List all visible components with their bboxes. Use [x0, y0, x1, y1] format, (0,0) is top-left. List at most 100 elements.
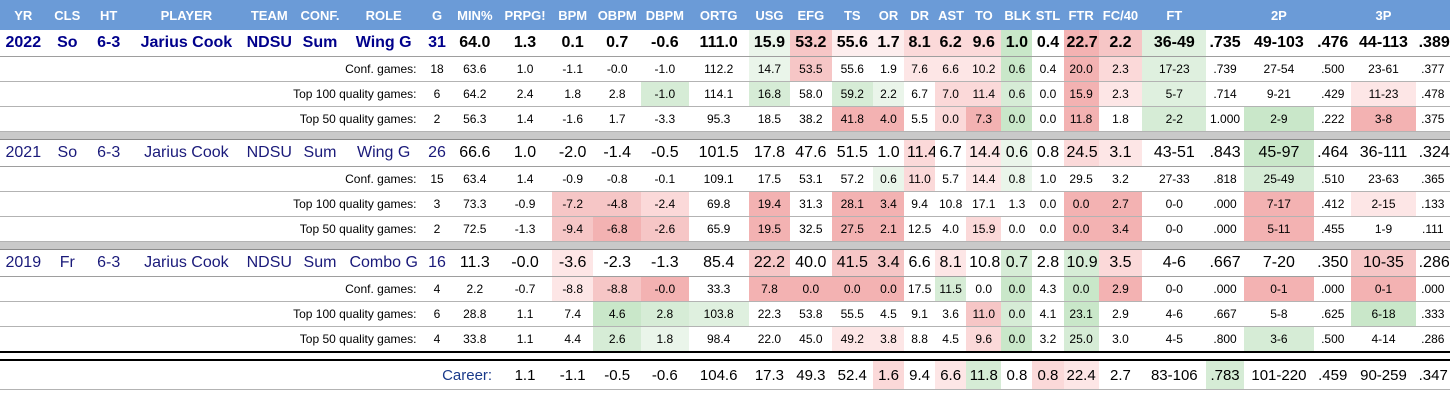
column-header[interactable]: YR — [0, 0, 47, 30]
stat-cell: 83-106 — [1142, 360, 1207, 390]
stat-cell: 49-103 — [1243, 30, 1315, 57]
player-role: Combo G — [344, 249, 423, 277]
column-header[interactable]: PLAYER — [129, 0, 244, 30]
stat-cell: 11.5 — [935, 276, 967, 302]
column-header[interactable]: STL — [1032, 0, 1064, 30]
stat-cell: 23-61 — [1351, 56, 1416, 82]
stat-cell: 38.2 — [790, 106, 832, 132]
column-header[interactable]: CONF. — [295, 0, 345, 30]
stat-cell: -0.7 — [498, 276, 552, 302]
team-link[interactable]: NDSU — [243, 30, 296, 57]
column-header[interactable]: HT — [88, 0, 130, 30]
column-header[interactable] — [1415, 0, 1450, 30]
column-header[interactable]: FTR — [1063, 0, 1099, 30]
column-header[interactable]: TO — [966, 0, 1002, 30]
stat-cell: 6 — [422, 81, 452, 107]
stat-cell: 51.5 — [831, 139, 873, 167]
season-divider — [0, 351, 1450, 361]
stat-cell: 3-6 — [1243, 326, 1315, 353]
stat-cell: 103.8 — [688, 301, 749, 327]
team-link[interactable]: NDSU — [243, 139, 296, 167]
stat-cell: 0.0 — [1032, 81, 1064, 107]
column-header[interactable]: USG — [748, 0, 791, 30]
column-header[interactable]: AST — [935, 0, 967, 30]
column-header[interactable]: TS — [831, 0, 873, 30]
stat-cell: 19.4 — [748, 191, 791, 217]
stat-cell: -1.0 — [641, 56, 689, 82]
stat-cell: .375 — [1415, 106, 1450, 132]
stat-cell: 2.1 — [872, 216, 905, 242]
stat-cell: 4 — [422, 276, 452, 302]
stat-cell: 90-259 — [1351, 360, 1416, 390]
stat-cell: 101-220 — [1243, 360, 1315, 390]
split-label: Top 100 quality games: — [0, 301, 423, 327]
column-header[interactable]: MIN% — [451, 0, 499, 30]
stat-cell: .000 — [1206, 216, 1244, 242]
stat-cell: 28.8 — [451, 301, 499, 327]
stat-cell: -2.3 — [593, 249, 642, 277]
stat-cell: 17.5 — [748, 166, 791, 192]
stat-cell: 98.4 — [688, 326, 749, 353]
stat-cell: .365 — [1415, 166, 1450, 192]
stat-cell: 0.0 — [1032, 191, 1064, 217]
stat-cell: .843 — [1206, 139, 1244, 167]
stat-cell: 31 — [422, 30, 452, 57]
stat-cell: 4 — [422, 326, 452, 353]
column-header[interactable]: DBPM — [641, 0, 689, 30]
player-name-link[interactable]: Jarius Cook — [129, 249, 244, 277]
player-stats-table: YR CLS HT PLAYER TEAM CONF. ROLE G MIN% PRPG! BPM O… — [0, 0, 1450, 390]
split-row: Conf. games: 15 63.4 1.4 -0.9 -0.8 -0.1 109.1 17… — [0, 166, 1450, 192]
column-header[interactable]: FC/40 — [1098, 0, 1143, 30]
stat-cell: .412 — [1314, 191, 1352, 217]
stat-cell: 11-23 — [1351, 81, 1416, 107]
stat-cell: 0.4 — [1032, 56, 1064, 82]
stat-cell: 40.0 — [790, 249, 832, 277]
stat-cell: .500 — [1314, 326, 1352, 353]
column-header[interactable]: PRPG! — [498, 0, 552, 30]
column-header[interactable]: CLS — [46, 0, 89, 30]
season-year: 2021 — [0, 139, 47, 167]
column-header[interactable]: FT — [1142, 0, 1207, 30]
stat-cell: 1-9 — [1351, 216, 1416, 242]
player-name-link[interactable]: Jarius Cook — [129, 30, 244, 57]
stat-cell: 11.8 — [966, 360, 1002, 390]
stat-cell: 1.8 — [1098, 106, 1143, 132]
column-header[interactable]: BPM — [551, 0, 594, 30]
column-header[interactable]: OBPM — [593, 0, 642, 30]
stat-cell: 11.0 — [904, 166, 936, 192]
column-header[interactable]: ROLE — [344, 0, 423, 30]
stat-cell: 0-0 — [1142, 216, 1207, 242]
stat-cell: 4-14 — [1351, 326, 1416, 353]
player-name-link[interactable]: Jarius Cook — [129, 139, 244, 167]
stat-cell: 2.7 — [1098, 360, 1143, 390]
stat-cell: 16.8 — [748, 81, 791, 107]
stat-cell: 3-8 — [1351, 106, 1416, 132]
stat-cell: 2 — [422, 106, 452, 132]
column-header[interactable]: G — [422, 0, 452, 30]
column-header[interactable]: 2P — [1243, 0, 1315, 30]
column-header[interactable]: BLK — [1001, 0, 1033, 30]
team-link[interactable]: NDSU — [243, 249, 296, 277]
column-header[interactable] — [1314, 0, 1352, 30]
stat-cell: 0-0 — [1142, 276, 1207, 302]
stat-cell: 14.7 — [748, 56, 791, 82]
stat-cell: 2.9 — [1098, 276, 1143, 302]
column-header[interactable]: TEAM — [243, 0, 296, 30]
stat-cell: 1.1 — [498, 360, 552, 390]
stat-cell: -0.6 — [641, 30, 689, 57]
stat-cell: 1.4 — [498, 106, 552, 132]
column-header[interactable]: EFG — [790, 0, 832, 30]
stat-cell: 53.2 — [790, 30, 832, 57]
column-header[interactable]: DR — [904, 0, 936, 30]
column-header[interactable]: OR — [872, 0, 905, 30]
column-header[interactable]: ORTG — [688, 0, 749, 30]
stat-cell: 9.6 — [966, 30, 1002, 57]
stat-cell: 1.9 — [872, 56, 905, 82]
stat-cell: 59.2 — [831, 81, 873, 107]
stat-cell: 111.0 — [688, 30, 749, 57]
stat-cell: .800 — [1206, 326, 1244, 353]
column-header[interactable]: 3P — [1351, 0, 1416, 30]
stat-cell: 17.5 — [904, 276, 936, 302]
stat-cell: -2.0 — [551, 139, 594, 167]
column-header[interactable] — [1206, 0, 1244, 30]
